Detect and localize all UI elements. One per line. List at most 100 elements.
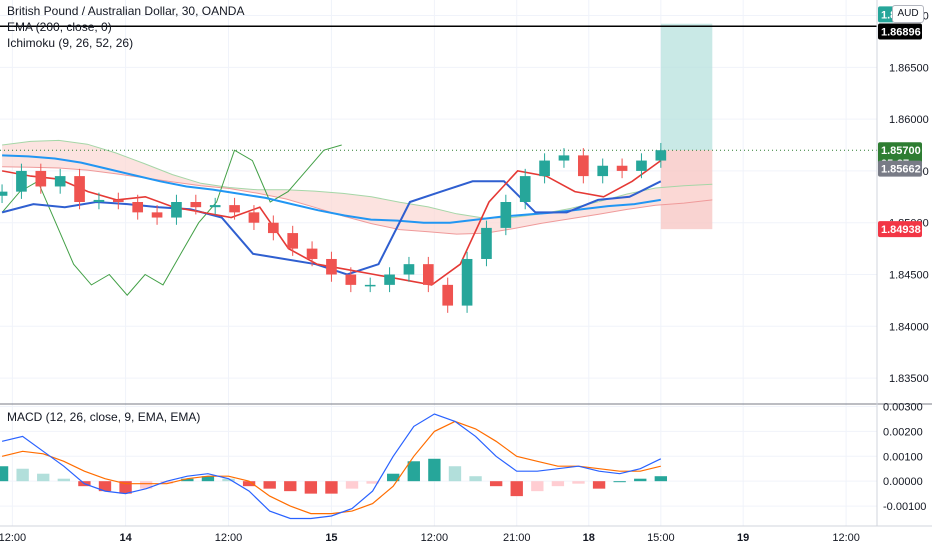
time-axis-label: 12:00 [421,532,449,544]
time-axis-label: 18 [583,532,595,544]
candle-body [190,202,202,208]
macd-axis-label: 0.00000 [883,476,923,488]
price-axis-label: 1.83500 [889,373,929,385]
macd-histogram-bar [407,461,420,482]
candle-body [442,284,454,306]
time-axis-label: 12:00 [215,532,243,544]
cloud-area [2,140,713,235]
candle-body [267,222,279,234]
signal-line [1,420,661,515]
macd-histogram-bar [428,458,441,482]
candle-body [229,205,240,213]
macd-histogram-bar [387,473,400,482]
candle-body [461,258,473,306]
time-axis-label: 14 [119,532,132,544]
macd-histogram-bar [572,481,585,484]
macd-histogram-bar [0,466,9,482]
macd-histogram-bar [489,481,503,487]
macd-histogram-bar [345,481,359,489]
candle-body [384,274,395,285]
ema-legend[interactable]: EMA (200, close, 0) [7,20,112,34]
macd-histogram-bar [592,481,606,489]
candle-body [93,199,105,202]
stop-tag-text: 1.84938 [881,224,921,236]
candle-body [112,199,124,202]
candle-body [345,274,357,285]
time-axis-label: 21:00 [503,532,531,544]
candle-body [655,150,667,161]
candle-body [597,165,609,177]
ichimoku-cloud [2,139,713,235]
candle-body [132,202,144,213]
price-axis-label: 1.86000 [889,114,929,126]
candle-body [209,205,221,208]
take-profit-zone [660,23,713,151]
macd-histogram-bar [222,478,235,482]
ichimoku-legend[interactable]: Ichimoku (9, 26, 52, 26) [7,36,134,50]
macd-histogram-bar [634,478,647,482]
lagging-span-line [1,144,342,296]
candle-body [481,227,492,259]
resistance-tag-text: 1.86896 [881,26,921,38]
candle-body [306,248,318,259]
last-price-tag-text: 1.85700 [881,145,921,157]
macd-axis-label: 0.00200 [883,426,923,438]
axes: 1.870001.865001.860001.855001.850001.845… [0,11,929,544]
macd-histogram-bar [304,481,318,494]
grid [0,0,877,526]
candle-body [616,165,628,171]
chart-title: British Pound / Australian Dollar, 30, O… [7,4,245,18]
time-axis-label: 19 [737,532,749,544]
macd-histogram-bar [284,481,297,492]
macd-histogram-bar [448,466,462,482]
candle-body [403,264,415,275]
macd-histogram-bar [57,478,70,482]
ema-value-tag-text: 1.85662 [881,164,921,176]
macd-legend[interactable]: MACD (12, 26, close, 9, EMA, EMA) [7,410,201,424]
macd-histogram-bar [551,481,565,487]
macd-histogram-bar [181,478,194,482]
currency-badge[interactable]: AUD [892,5,924,23]
macd-histogram-bar [160,481,173,484]
candle-body [539,160,550,177]
candle-body [0,191,8,196]
candle-body [35,170,47,187]
candle-body [54,176,66,187]
time-axis-label: 15 [325,532,337,544]
candle-body [16,170,27,192]
candle-body [287,233,299,249]
macd-histogram-bar [37,473,50,482]
cloud-span-b [2,166,713,235]
candle-body [248,212,260,223]
candle-body [422,264,434,285]
macd-histogram-bar [139,481,153,489]
macd-histogram-bar [263,481,276,489]
candle-body [636,160,647,171]
ema-value-tag [878,160,922,177]
candles [0,142,667,313]
candle-body [171,202,182,218]
candle-body [519,176,531,202]
stop-tag [878,221,922,238]
candle-body [558,155,570,161]
macd-histogram-bar [242,481,256,487]
time-axis-label: 12:00 [0,532,26,544]
macd-histogram-bar [510,481,523,497]
candle-body [578,155,589,177]
macd-histogram-bar [613,481,626,483]
macd-pane [0,413,668,520]
candle-body [326,258,337,275]
time-axis-label: 15:00 [647,532,675,544]
candle-body [500,202,512,228]
macd-axis-label: 0.00100 [883,451,923,463]
macd-histogram-bar [654,476,668,482]
candle-body [151,212,163,218]
candle-body [74,176,85,202]
price-axis-label: 1.84500 [889,270,929,282]
macd-axis-label: 0.00300 [883,401,923,413]
candle-body [364,284,376,287]
macd-line [1,413,662,520]
price-axis-label: 1.84000 [889,321,929,333]
macd-histogram-bar [201,476,215,482]
